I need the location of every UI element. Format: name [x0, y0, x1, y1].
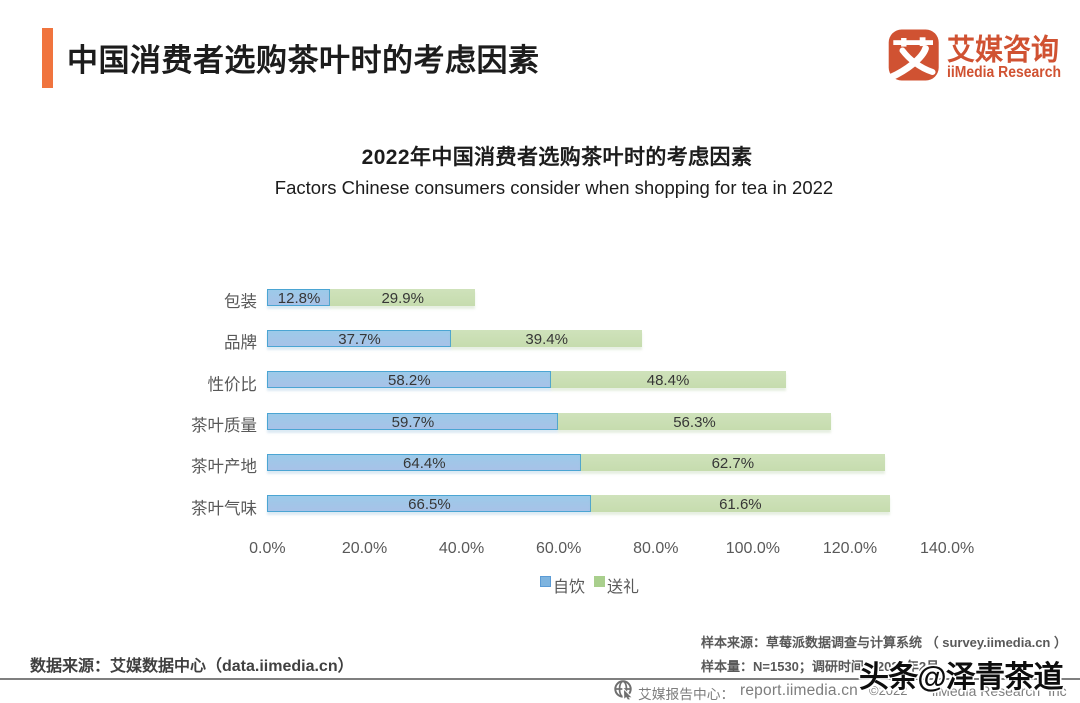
svg-text:艾媒咨询: 艾媒咨询 — [947, 34, 1059, 67]
svg-text:iiMedia Research: iiMedia Research — [947, 64, 1061, 81]
